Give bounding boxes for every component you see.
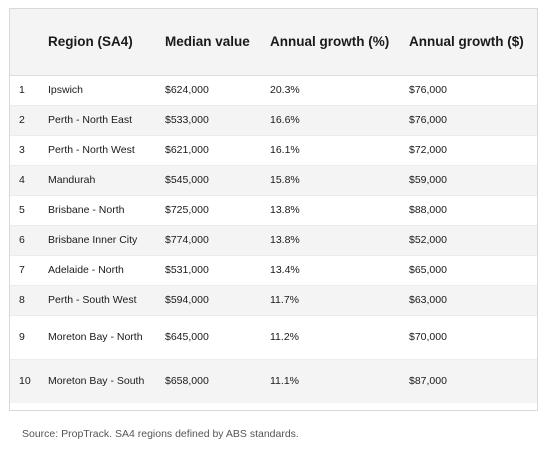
median-cell: $725,000 <box>157 195 262 226</box>
region-cell: Perth - North East <box>40 105 157 136</box>
table-row: 8 Perth - South West $594,000 11.7% $63,… <box>10 285 537 316</box>
region-cell: Perth - South West <box>40 285 157 316</box>
table-row: 6 Brisbane Inner City $774,000 13.8% $52… <box>10 225 537 256</box>
median-cell: $658,000 <box>165 375 209 388</box>
table-row: 5 Brisbane - North $725,000 13.8% $88,00… <box>10 195 537 226</box>
rank-cell: 5 <box>10 195 40 226</box>
median-cell: $624,000 <box>157 75 262 106</box>
table-row: 4 Mandurah $545,000 15.8% $59,000 <box>10 165 537 196</box>
rank-cell: 9 <box>10 315 40 360</box>
growth-pct-cell: 11.1% <box>270 375 299 388</box>
median-cell: $533,000 <box>157 105 262 136</box>
growth-dollar-cell: $76,000 <box>401 75 537 106</box>
median-cell: $645,000 <box>157 315 262 360</box>
region-cell: Ipswich <box>40 75 157 106</box>
median-cell: $594,000 <box>157 285 262 316</box>
growth-dollar-cell: $59,000 <box>401 165 537 196</box>
rank-cell: 10 <box>19 375 31 388</box>
table-header-row: Region (SA4) Median value Annual growth … <box>10 9 537 76</box>
growth-dollar-cell: $87,000 <box>409 375 447 388</box>
rank-cell: 3 <box>10 135 40 166</box>
rank-cell: 4 <box>10 165 40 196</box>
median-cell: $531,000 <box>157 255 262 286</box>
median-cell: $621,000 <box>157 135 262 166</box>
growth-pct-cell: 20.3% <box>262 75 401 106</box>
growth-dollar-cell: $65,000 <box>401 255 537 286</box>
header-region: Region (SA4) <box>40 9 157 76</box>
growth-pct-cell: 16.1% <box>262 135 401 166</box>
growth-dollar-cell: $52,000 <box>401 225 537 256</box>
region-cell: Perth - North West <box>40 135 157 166</box>
rank-cell: 6 <box>10 225 40 256</box>
growth-pct-cell: 15.8% <box>262 165 401 196</box>
header-annual-growth-pct: Annual growth (%) <box>262 9 401 76</box>
growth-pct-cell: 13.4% <box>262 255 401 286</box>
header-annual-growth-dollar: Annual growth ($) <box>401 9 537 76</box>
table-row: 2 Perth - North East $533,000 16.6% $76,… <box>10 105 537 136</box>
region-cell: Brisbane - North <box>40 195 157 226</box>
table-row: 3 Perth - North West $621,000 16.1% $72,… <box>10 135 537 166</box>
growth-dollar-cell: $72,000 <box>401 135 537 166</box>
growth-table: Region (SA4) Median value Annual growth … <box>10 9 537 403</box>
growth-pct-cell: 13.8% <box>262 195 401 226</box>
growth-pct-cell: 13.8% <box>262 225 401 256</box>
growth-pct-cell: 11.2% <box>262 315 401 360</box>
rank-cell: 1 <box>10 75 40 106</box>
table-row: 10 Moreton Bay - South $658,000 11.1% $8… <box>10 359 537 403</box>
region-cell: Brisbane Inner City <box>40 225 157 256</box>
table-row: 7 Adelaide - North $531,000 13.4% $65,00… <box>10 255 537 286</box>
growth-dollar-cell: $88,000 <box>401 195 537 226</box>
region-cell: Moreton Bay - North <box>40 315 157 360</box>
rank-cell: 8 <box>10 285 40 316</box>
region-cell: Mandurah <box>40 165 157 196</box>
rank-cell: 2 <box>10 105 40 136</box>
table-row: 1 Ipswich $624,000 20.3% $76,000 <box>10 75 537 106</box>
median-cell: $545,000 <box>157 165 262 196</box>
header-median-value: Median value <box>157 9 262 76</box>
growth-pct-cell: 16.6% <box>262 105 401 136</box>
growth-pct-cell: 11.7% <box>262 285 401 316</box>
region-cell: Moreton Bay - South <box>48 375 145 388</box>
growth-dollar-cell: $70,000 <box>401 315 537 360</box>
header-rank <box>10 9 40 76</box>
rank-cell: 7 <box>10 255 40 286</box>
source-caption: Source: PropTrack. SA4 regions defined b… <box>22 428 299 440</box>
growth-table-container: Region (SA4) Median value Annual growth … <box>9 8 538 411</box>
table-row: 9 Moreton Bay - North $645,000 11.2% $70… <box>10 315 537 360</box>
growth-dollar-cell: $63,000 <box>401 285 537 316</box>
growth-dollar-cell: $76,000 <box>401 105 537 136</box>
region-cell: Adelaide - North <box>40 255 157 286</box>
median-cell: $774,000 <box>157 225 262 256</box>
